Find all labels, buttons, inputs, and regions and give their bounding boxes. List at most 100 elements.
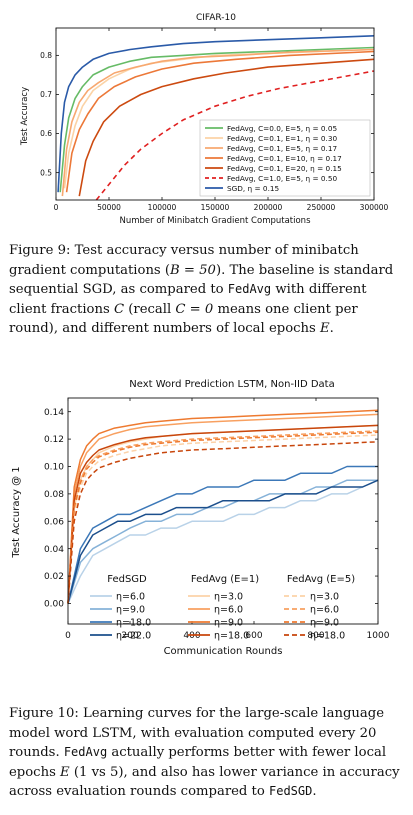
f10-legend-group-title: FedAvg (E=1) — [191, 574, 259, 585]
f10-xtick-label: 200 — [121, 631, 138, 641]
figure9-caption-text: (recall — [124, 301, 176, 317]
f10-ytick-label: 0.02 — [44, 572, 64, 582]
f9-xtick-label: 150000 — [201, 203, 230, 212]
f9-legend-label: FedAvg, C=1.0, E=5, η = 0.50 — [227, 174, 338, 183]
figure9-caption-text: with different client fractions — [9, 282, 367, 317]
f10-legend-label: η=22.0 — [116, 631, 151, 642]
f10-xtick-label: 800 — [307, 631, 324, 641]
f10-legend-group-title: FedSGD — [107, 574, 147, 585]
figure10-caption-text: . — [312, 784, 317, 800]
figure9-caption-code: FedAvg — [227, 282, 272, 297]
f9-legend-box — [199, 119, 371, 197]
f9-xtick-label: 100000 — [148, 203, 177, 212]
f10-xtick-label: 600 — [245, 631, 262, 641]
f9-series-line-sgd-0-15 — [57, 35, 375, 193]
f10-xtick-label: 400 — [183, 631, 200, 641]
figure10-chart: Next Word Prediction LSTM, Non-IID Data … — [11, 379, 390, 657]
f9-series-line-fedavg-c-0-1-e-20-0-15 — [78, 58, 375, 197]
f10-xtick-label: 1000 — [367, 631, 390, 641]
f9-legend-label: FedAvg, C=0.1, E=10, η = 0.17 — [227, 154, 342, 163]
f9-series-line-fedavg-c-0-0-e-5-0-05 — [59, 46, 375, 193]
figure10-legend: FedSGD η=6.0 η=9.0 η=18.0 η=22.0 FedAvg (E=1)… — [90, 574, 355, 642]
figure9-caption-math: C = 0 — [175, 301, 214, 317]
figure9-title: CIFAR-10 — [196, 13, 236, 23]
f9-ytick-label: 0.7 — [40, 90, 52, 99]
figure10-caption-code: FedAvg — [63, 745, 108, 760]
f9-ytick-label: 0.5 — [40, 168, 52, 177]
f10-series-line-fedavg-e-1-18-0 — [67, 424, 379, 604]
f10-legend-label: η=6.0 — [310, 605, 339, 616]
f9-legend-label: FedAvg, C=0.0, E=5, η = 0.05 — [227, 124, 337, 133]
f10-legend-label: η=18.0 — [116, 618, 151, 629]
figure10-caption: Figure 10: Learning curves for the large… — [9, 704, 405, 802]
f9-series-line-fedavg-c-1-0-e-5-0-50 — [95, 70, 375, 201]
figure9-xlabel: Number of Minibatch Gradient Computation… — [119, 216, 311, 226]
f10-xtick-label: 0 — [65, 631, 71, 641]
f10-legend-label: η=9.0 — [214, 618, 243, 629]
f10-legend-label: η=3.0 — [214, 592, 243, 603]
f9-legend-label: FedAvg, C=0.1, E=5, η = 0.17 — [227, 144, 338, 153]
figure10-caption-code: FedSGD — [269, 784, 313, 799]
f10-legend-label: η=18.0 — [310, 631, 345, 642]
figure9-caption-text: Figure 9: Test accuracy versus number of… — [9, 243, 359, 278]
f9-xtick-label: 300000 — [360, 203, 389, 212]
figure10-plot-frame — [67, 397, 379, 625]
figure9-caption-math: C — [113, 301, 125, 317]
f9-xtick-label: 250000 — [307, 203, 336, 212]
f10-series-line-fedsgd-6-0 — [67, 479, 379, 604]
f10-legend-label: η=6.0 — [214, 605, 243, 616]
figure10-xlabel: Communication Rounds — [164, 646, 283, 657]
figure9-axis-ticks: 0 50000 100000 150000 200000 250000 300000 0.5 0… — [40, 28, 389, 212]
figure10-caption-text: actually performs better with fewer loca… — [9, 745, 387, 780]
figure10-caption-text: Figure 10: Learning curves for the large… — [9, 706, 385, 761]
figure9-series-lines — [57, 35, 375, 201]
f10-series-line-fedavg-e-1-6-0 — [67, 413, 379, 604]
f9-legend-label: FedAvg, C=0.1, E=20, η = 0.15 — [227, 164, 342, 173]
figure9-caption-text: means one client per round), and differe… — [9, 301, 358, 337]
f10-legend-label: η=9.0 — [116, 605, 145, 616]
f9-xtick-label: 200000 — [254, 203, 283, 212]
figure10-ylabel: Test Accuracy @ 1 — [11, 466, 22, 558]
figure9-caption-math: B = 50 — [170, 262, 216, 278]
f10-series-line-fedavg-e-5-9-0 — [67, 431, 379, 604]
figure10-axis-ticks: 0 200 400 600 800 1000 0.00 0.02 0.04 0.06 0.08 0.1… — [44, 398, 390, 641]
f9-xtick-label: 0 — [54, 203, 59, 212]
figure9-caption: Figure 9: Test accuracy versus number of… — [9, 241, 405, 339]
f10-series-line-fedsgd-9-0 — [67, 479, 378, 604]
figure9-caption-text: . — [329, 321, 334, 337]
f9-legend-label: FedAvg, C=0.1, E=1, η = 0.30 — [227, 134, 338, 143]
figure9-chart: CIFAR-10 0 50000 100000 150000 200000 250000 3… — [20, 13, 389, 226]
f9-ytick-label: 0.8 — [40, 51, 52, 60]
f10-series-line-fedavg-e-5-18-0 — [67, 441, 379, 604]
f10-legend-group-title: FedAvg (E=5) — [287, 574, 355, 585]
f9-xtick-label: 50000 — [97, 203, 121, 212]
f10-series-line-fedavg-e-5-6-0 — [67, 430, 379, 604]
figure10-caption-math: E — [60, 764, 70, 780]
f9-legend-label: SGD, η = 0.15 — [227, 184, 279, 193]
f10-ytick-label: 0.04 — [44, 545, 64, 555]
f9-ytick-label: 0.6 — [40, 129, 52, 138]
f10-series-line-fedavg-e-5-3-0 — [67, 434, 379, 604]
f10-legend-label: η=6.0 — [116, 592, 145, 603]
figure10-caption-text: (1 vs 5), and also has lower variance in… — [9, 764, 400, 800]
f10-series-line-fedsgd-18-0 — [67, 465, 378, 604]
f10-ytick-label: 0.10 — [44, 463, 64, 473]
figure9-caption-math: E — [319, 321, 330, 337]
f9-series-line-fedavg-c-0-1-e-10-0-17 — [65, 50, 375, 193]
f10-legend-label: η=3.0 — [310, 592, 339, 603]
f10-ytick-label: 0.14 — [44, 408, 64, 418]
figure10-title: Next Word Prediction LSTM, Non-IID Data — [129, 379, 334, 390]
f10-ytick-label: 0.12 — [44, 435, 64, 445]
figure9-ylabel: Test Accuracy — [20, 87, 30, 146]
figure9-caption-text: ). The baseline is standard sequential S… — [9, 262, 394, 298]
f10-legend-label: η=18.0 — [214, 631, 249, 642]
f10-ytick-label: 0.08 — [44, 490, 64, 500]
f10-ytick-label: 0.06 — [44, 517, 64, 527]
figure10-series-lines — [67, 409, 379, 604]
f10-ytick-label: 0.00 — [44, 600, 64, 610]
f10-legend-label: η=9.0 — [310, 618, 339, 629]
f10-series-line-fedsgd-22-0 — [67, 479, 379, 604]
f9-series-line-fedavg-c-0-1-e-5-0-17 — [61, 48, 375, 197]
f10-series-line-fedavg-e-1-9-0 — [67, 409, 379, 604]
